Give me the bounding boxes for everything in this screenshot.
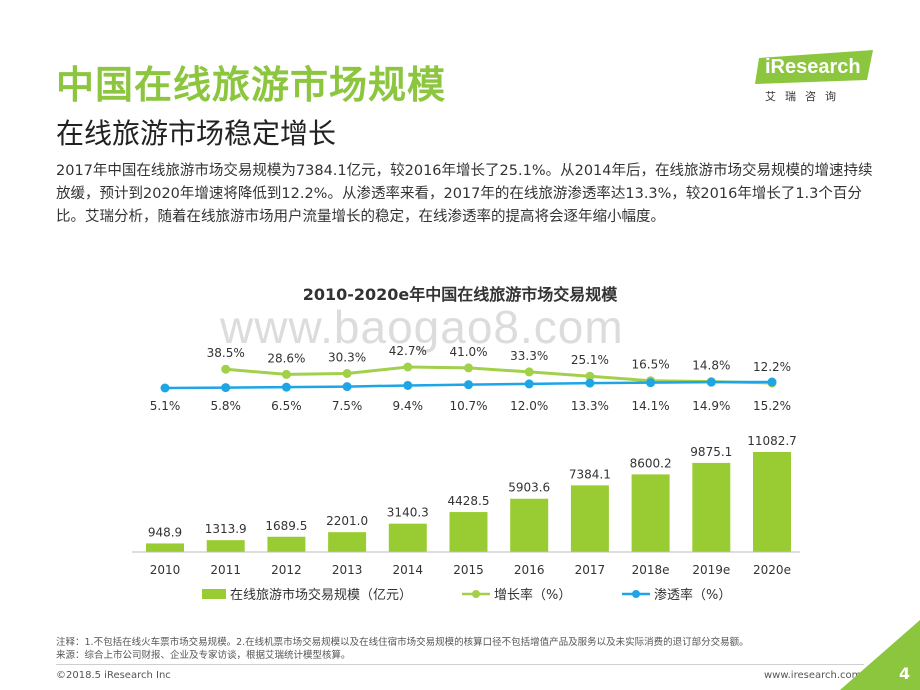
x-tick-2010: 2010 xyxy=(150,563,181,577)
bar-label-2019e: 9875.1 xyxy=(690,445,732,459)
penetration-label-2011: 5.8% xyxy=(210,399,241,413)
growth-point-2013 xyxy=(342,369,352,379)
bar-2012 xyxy=(267,536,306,552)
growth-point-2015 xyxy=(464,363,473,373)
bar-2020e xyxy=(753,452,791,552)
page-title: 中国在线旅游市场规模 xyxy=(56,63,447,107)
growth-point-2017 xyxy=(585,371,595,381)
legend-label-penetration: 渗透率（%） xyxy=(654,587,731,603)
penetration-label-2016: 12.0% xyxy=(510,399,548,413)
logo-word: iResearch xyxy=(765,56,861,78)
x-tick-2012: 2012 xyxy=(271,563,302,577)
bar-2019e xyxy=(692,462,731,552)
growth-label-2020e: 12.2% xyxy=(753,360,791,374)
x-tick-2014: 2014 xyxy=(393,563,424,577)
x-tick-2019e: 2019e xyxy=(692,563,730,577)
penetration-point-2011 xyxy=(221,383,231,393)
bar-label-2015: 4428.5 xyxy=(448,494,490,508)
penetration-label-2013: 7.5% xyxy=(332,399,363,413)
penetration-point-2018e xyxy=(646,378,656,388)
penetration-label-2014: 9.4% xyxy=(393,399,424,413)
x-tick-2020e: 2020e xyxy=(753,563,791,577)
footnote: 注释：1.不包括在线火车票市场交易规模。2.在线机票市场交易规模以及在线住宿市场… xyxy=(56,636,749,662)
iresearch-logo: iResearch 艾瑞咨询 xyxy=(755,50,875,110)
logo-chinese: 艾瑞咨询 xyxy=(765,90,845,103)
penetration-label-2020e: 15.2% xyxy=(753,399,791,413)
penetration-label-2017: 13.3% xyxy=(571,399,609,413)
growth-point-2012 xyxy=(281,369,291,379)
penetration-label-2018e: 14.1% xyxy=(632,399,670,413)
penetration-label-2010: 5.1% xyxy=(150,399,181,413)
bar-label-2020e: 11082.7 xyxy=(747,434,797,448)
footer-divider xyxy=(56,664,864,665)
page-number: 4 xyxy=(899,664,911,683)
growth-point-2011 xyxy=(221,364,231,374)
bar-2011 xyxy=(206,540,245,552)
growth-label-2016: 33.3% xyxy=(510,349,548,363)
x-tick-2015: 2015 xyxy=(453,563,484,577)
growth-label-2014: 42.7% xyxy=(389,344,427,358)
legend-swatch-size xyxy=(202,589,226,599)
bar-2013 xyxy=(328,532,367,552)
bar-2016 xyxy=(510,498,549,552)
bar-label-2014: 3140.3 xyxy=(387,506,429,520)
growth-point-2014 xyxy=(403,362,413,372)
growth-point-2016 xyxy=(524,367,534,377)
bar-2015 xyxy=(449,512,488,552)
bar-2014 xyxy=(388,523,427,552)
footer-website: www.iresearch.com.cn xyxy=(764,670,877,681)
bar-label-2012: 1689.5 xyxy=(265,519,307,533)
penetration-point-2015 xyxy=(464,380,473,390)
x-tick-2016: 2016 xyxy=(514,563,545,577)
growth-line xyxy=(225,365,773,385)
x-tick-2011: 2011 xyxy=(210,563,241,577)
growth-label-2019e: 14.8% xyxy=(692,359,730,373)
penetration-label-2012: 6.5% xyxy=(271,399,302,413)
x-tick-2018e: 2018e xyxy=(632,563,670,577)
legend-marker-penetration xyxy=(632,590,640,598)
growth-label-2013: 30.3% xyxy=(328,351,366,365)
bar-2017 xyxy=(570,485,609,552)
chart-title: 2010-2020e年中国在线旅游市场交易规模 xyxy=(303,285,619,304)
growth-label-2017: 25.1% xyxy=(571,353,609,367)
bar-label-2016: 5903.6 xyxy=(508,481,550,495)
penetration-point-2012 xyxy=(281,382,291,392)
page-subtitle: 在线旅游市场稳定增长 xyxy=(56,117,337,150)
x-tick-2017: 2017 xyxy=(575,563,606,577)
penetration-label-2015: 10.7% xyxy=(449,399,487,413)
penetration-point-2019e xyxy=(706,377,716,387)
growth-label-2012: 28.6% xyxy=(267,351,305,365)
legend-marker-growth xyxy=(472,590,480,598)
penetration-point-2017 xyxy=(585,378,595,388)
penetration-point-2020e xyxy=(767,377,777,387)
footer-copyright: ©2018.5 iResearch Inc xyxy=(56,670,171,681)
penetration-point-2013 xyxy=(342,382,352,392)
bar-label-2018e: 8600.2 xyxy=(630,456,672,470)
legend-label-growth: 增长率（%） xyxy=(494,587,571,603)
growth-label-2018e: 16.5% xyxy=(632,358,670,372)
footnote-note: 注释：1.不包括在线火车票市场交易规模。2.在线机票市场交易规模以及在线住宿市场… xyxy=(56,637,749,648)
growth-label-2011: 38.5% xyxy=(207,346,245,360)
bar-label-2010: 948.9 xyxy=(148,525,182,539)
penetration-point-2016 xyxy=(524,379,534,389)
penetration-point-2014 xyxy=(403,380,413,390)
bar-label-2013: 2201.0 xyxy=(326,514,368,528)
bar-label-2017: 7384.1 xyxy=(569,467,611,481)
growth-label-2015: 41.0% xyxy=(449,345,487,359)
bar-label-2011: 1313.9 xyxy=(205,522,247,536)
corner-decoration xyxy=(840,620,920,690)
bar-2018e xyxy=(631,474,670,552)
market-size-chart: 2010-2020e年中国在线旅游市场交易规模 948.9 1313.9 1689.5… xyxy=(132,285,800,603)
penetration-label-2019e: 14.9% xyxy=(692,399,730,413)
watermark: www.baogao8.com xyxy=(220,301,624,353)
footnote-source: 来源：综合上市公司财报、企业及专家访谈，根据艾瑞统计模型核算。 xyxy=(56,650,351,661)
summary-paragraph: 2017年中国在线旅游市场交易规模为7384.1亿元，较2016年增长了25.1… xyxy=(56,163,873,225)
x-tick-2013: 2013 xyxy=(332,563,363,577)
bar-2010 xyxy=(146,543,184,552)
legend-label-size: 在线旅游市场交易规模（亿元） xyxy=(230,587,412,603)
penetration-point-2010 xyxy=(160,383,170,393)
